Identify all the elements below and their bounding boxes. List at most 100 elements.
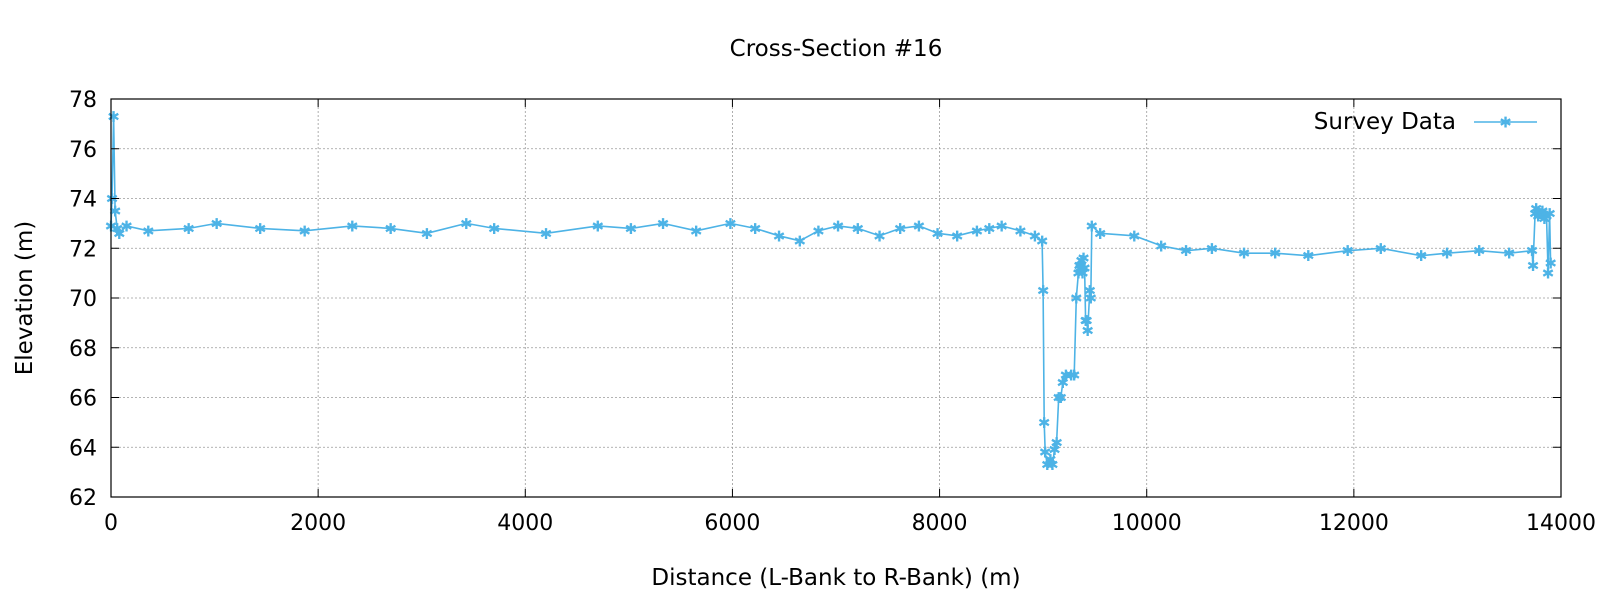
data-point: ✱ [421,225,434,243]
data-point: ✱ [1075,252,1088,270]
data-point: ✱ [1341,242,1354,260]
data-point: ✱ [1072,265,1085,283]
data-point: ✱ [1238,245,1251,263]
data-point: ✱ [1081,322,1094,340]
y-tick-label: 74 [69,188,97,213]
data-point: ✱ [1415,247,1428,265]
data-point: ✱ [109,202,122,220]
data-point: ✱ [894,220,907,238]
data-point: ✱ [1538,210,1551,228]
data-point: ✱ [1037,282,1050,300]
data-point: ✱ [1542,265,1555,283]
data-point: ✱ [931,225,944,243]
data-point: ✱ [1269,245,1282,263]
data-point: ✱ [1084,290,1097,308]
series-line [110,115,1552,466]
series-layer: ✱✱✱✱✱✱✱ ✱ ✱ ✱ ✱ ✱ ✱ ✱ ✱✱ ✱ ✱ ✱ ✱ ✱ ✱ ✱ ✱ ✱ ✱✱ ✱ ✱ ✱ ✱ ✱ ✱ ✱ ✱ ✱ ✱ ✱ ✱✱… [105,108,1557,474]
data-point: ✱ [1083,282,1096,300]
data-point: ✱ [1155,237,1168,255]
data-point: ✱ [1540,207,1553,225]
x-tick-label: 12000 [1319,511,1389,536]
data-point: ✱ [625,220,638,238]
y-axis-label: Elevation (m) [12,221,38,376]
y-tick-label: 70 [69,287,97,312]
y-tick-label: 78 [69,88,97,113]
data-point: ✱ [254,220,267,238]
data-point: ✱ [1180,242,1193,260]
data-point: ✱ [1029,227,1042,245]
data-point: ✱ [384,220,397,238]
data-point: ✱ [540,225,553,243]
data-point: ✱ [346,217,359,235]
data-point: ✱ [210,215,223,233]
x-tick-label: 0 [104,511,118,536]
data-point: ✱ [1206,240,1219,258]
y-tick-label: 76 [69,138,97,163]
data-point: ✱ [1079,312,1092,330]
x-tick-label: 8000 [912,511,968,536]
y-tick-label: 64 [69,436,97,461]
data-point: ✱ [1077,250,1090,268]
data-point: ✱ [1529,205,1542,223]
data-point: ✱ [1046,456,1059,474]
data-point: ✱ [690,222,703,240]
data-point: ✱ [1080,312,1093,330]
data-point: ✱ [971,222,984,240]
data-point: ✱ [1068,367,1081,385]
data-point: ✱ [851,220,864,238]
data-point: ✱ [773,227,786,245]
data-point: ✱ [1070,290,1083,308]
data-point: ✱ [1073,257,1086,275]
x-tick-label: 6000 [704,511,760,536]
data-point: ✱ [913,217,926,235]
data-point: ✱ [1532,207,1545,225]
y-tick-label: 72 [69,237,97,262]
y-tick-label: 66 [69,387,97,412]
data-point: ✱ [1374,240,1387,258]
y-tick-label: 62 [69,486,97,511]
chart-title: Cross-Section #16 [730,36,943,62]
data-point: ✱ [1530,200,1543,218]
data-point: ✱ [1302,247,1315,265]
data-point: ✱ [120,217,133,235]
y-tick-label: 68 [69,337,97,362]
data-point: ✱ [1065,367,1078,385]
data-point: ✱ [812,222,825,240]
tick-marks [110,98,1562,498]
data-point: ✱ [1078,260,1091,278]
data-point: ✱ [591,217,604,235]
tick-labels: 0 2000 4000 6000 8000 10000 12000 14000 62 64 66 68… [69,88,1596,536]
data-point: ✱ [182,220,195,238]
data-point: ✱ [793,232,806,250]
x-tick-label: 4000 [497,511,553,536]
data-point: ✱ [1052,389,1065,407]
data-point: ✱ [1050,434,1063,452]
data-point: ✱ [832,217,845,235]
data-point: ✱ [1526,242,1539,260]
data-point: ✱ [298,222,311,240]
grid-lines [111,99,1561,497]
data-point: ✱ [1039,444,1052,462]
data-point: ✱ [1086,217,1099,235]
data-point: ✱ [1048,441,1061,459]
legend-label: Survey Data [1314,109,1456,135]
data-point: ✱ [1041,456,1054,474]
data-point: ✱ [657,215,670,233]
x-axis-label: Distance (L-Bank to R-Bank) (m) [651,565,1020,591]
x-tick-label: 2000 [290,511,346,536]
data-point: ✱ [1543,205,1556,223]
data-point: ✱ [1036,232,1049,250]
data-point: ✱ [1473,242,1486,260]
data-point: ✱ [1527,257,1540,275]
data-point: ✱ [1014,222,1027,240]
data-point: ✱ [724,215,737,233]
legend: Survey Data ✱ [1314,109,1537,135]
data-point: ✱ [113,225,126,243]
data-point: ✱ [1128,227,1141,245]
x-tick-label: 10000 [1112,511,1182,536]
data-point: ✱ [1076,265,1089,283]
data-point: ✱ [1544,255,1557,273]
data-point: ✱ [142,222,155,240]
data-point: ✱ [1503,245,1516,263]
